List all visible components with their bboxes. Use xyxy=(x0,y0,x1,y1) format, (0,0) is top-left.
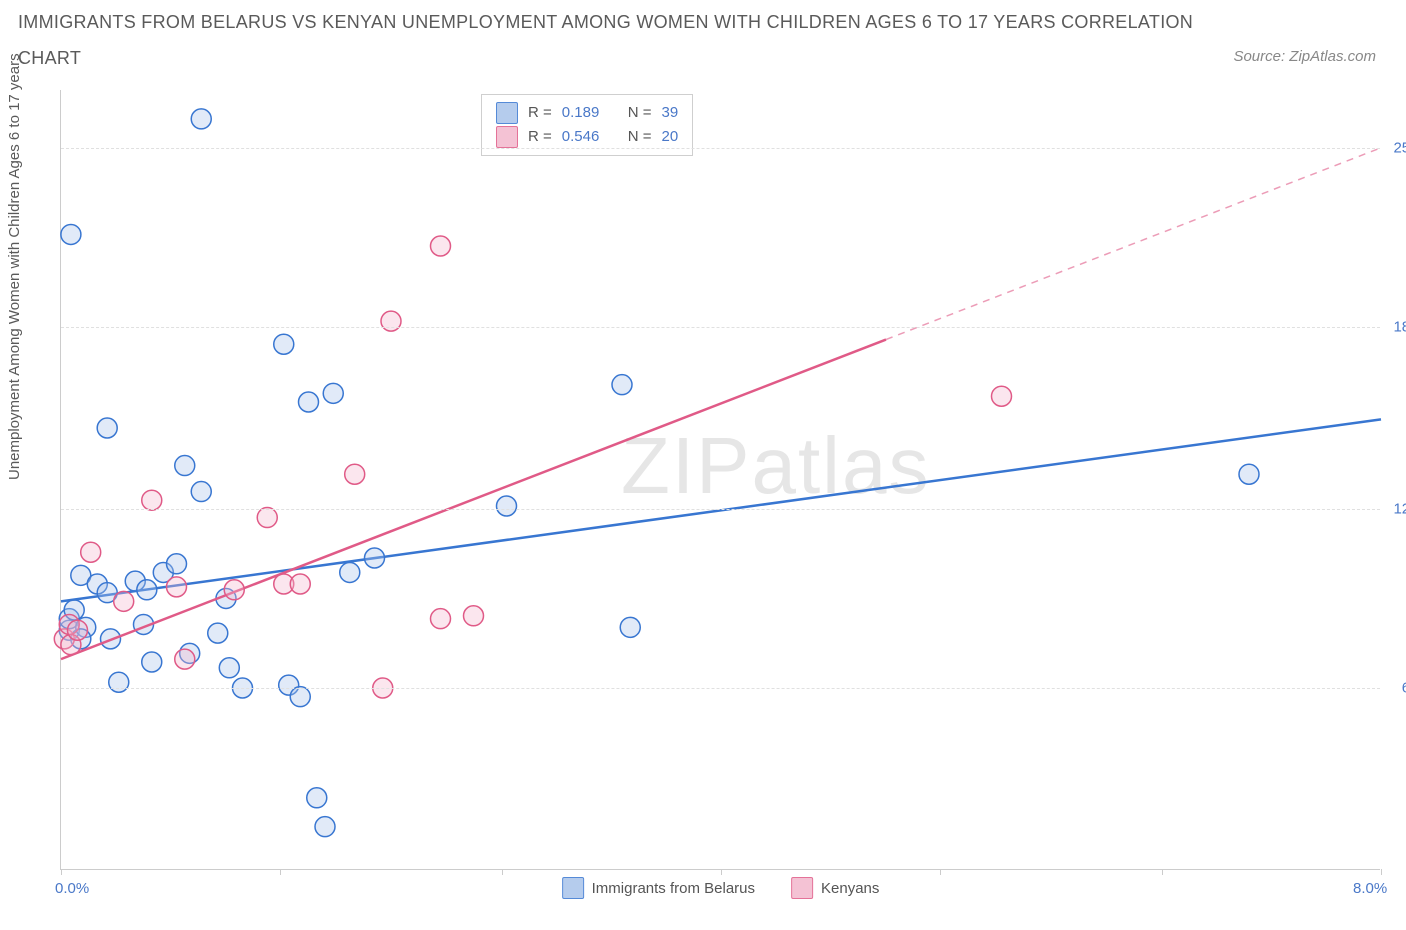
legend-label-2: Kenyans xyxy=(821,880,879,897)
legend-r-label: R = xyxy=(528,101,552,125)
legend-series: Immigrants from Belarus Kenyans xyxy=(562,877,880,899)
x-tick-mark xyxy=(940,869,941,875)
x-tick-mark xyxy=(502,869,503,875)
y-tick-label: 18.8% xyxy=(1393,318,1406,335)
legend-n-value-1: 39 xyxy=(662,101,679,125)
swatch-series2 xyxy=(496,126,518,148)
legend-correlation: R = 0.189 N = 39 R = 0.546 N = 20 xyxy=(481,94,693,156)
legend-item-2: Kenyans xyxy=(791,877,879,899)
plot-area: ZIPatlas R = 0.189 N = 39 R = 0.546 N = … xyxy=(60,90,1380,870)
legend-r-value-1: 0.189 xyxy=(562,101,618,125)
x-tick-label: 0.0% xyxy=(55,880,89,897)
legend-r-value-2: 0.546 xyxy=(562,125,618,149)
legend-n-label: N = xyxy=(628,101,652,125)
chart-title-line2: CHART xyxy=(18,48,81,69)
chart-svg xyxy=(61,90,1380,869)
chart-title-line1: IMMIGRANTS FROM BELARUS VS KENYAN UNEMPL… xyxy=(18,12,1193,33)
grid-line xyxy=(61,509,1380,510)
grid-line xyxy=(61,148,1380,149)
y-axis-label: Unemployment Among Women with Children A… xyxy=(6,53,23,480)
y-tick-label: 6.3% xyxy=(1402,680,1406,697)
legend-label-1: Immigrants from Belarus xyxy=(592,880,755,897)
grid-line xyxy=(61,688,1380,689)
legend-n-value-2: 20 xyxy=(662,125,679,149)
y-tick-label: 25.0% xyxy=(1393,139,1406,156)
legend-r-label-2: R = xyxy=(528,125,552,149)
legend-item-1: Immigrants from Belarus xyxy=(562,877,755,899)
legend-row-series2: R = 0.546 N = 20 xyxy=(496,125,678,149)
x-tick-label: 8.0% xyxy=(1353,880,1387,897)
swatch-bottom-2 xyxy=(791,877,813,899)
grid-line xyxy=(61,327,1380,328)
swatch-bottom-1 xyxy=(562,877,584,899)
source-credit: Source: ZipAtlas.com xyxy=(1233,48,1376,65)
y-tick-label: 12.5% xyxy=(1393,500,1406,517)
x-tick-mark xyxy=(280,869,281,875)
x-tick-mark xyxy=(61,869,62,875)
legend-n-label-2: N = xyxy=(628,125,652,149)
x-tick-mark xyxy=(1162,869,1163,875)
legend-row-series1: R = 0.189 N = 39 xyxy=(496,101,678,125)
swatch-series1 xyxy=(496,102,518,124)
x-tick-mark xyxy=(1381,869,1382,875)
x-tick-mark xyxy=(721,869,722,875)
